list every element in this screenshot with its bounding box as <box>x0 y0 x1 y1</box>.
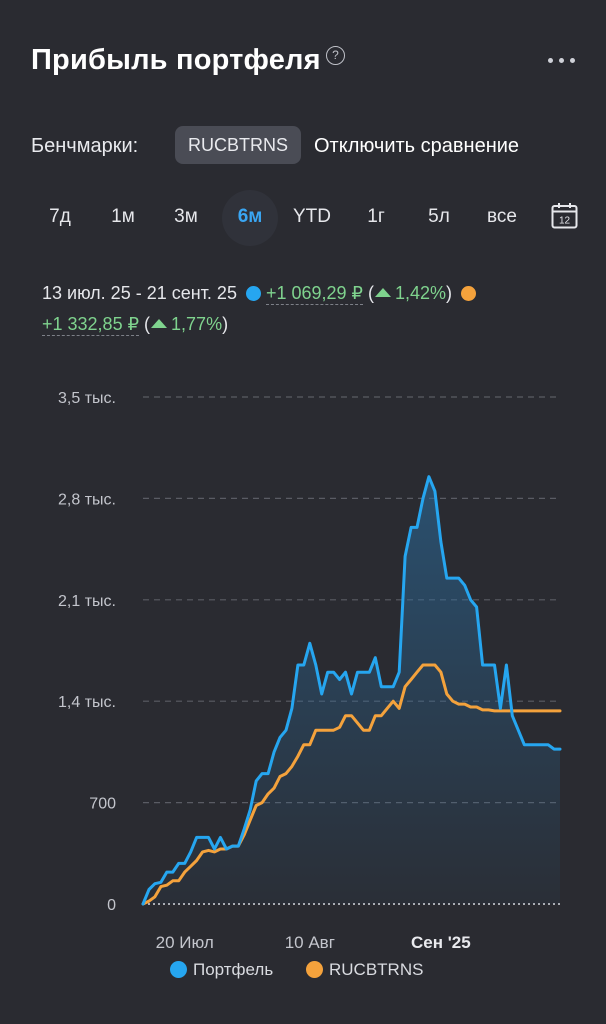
legend-portfolio-label: Портфель <box>193 960 274 979</box>
y-tick-label: 2,1 тыс. <box>58 593 116 610</box>
y-tick-label: 2,8 тыс. <box>58 491 116 508</box>
calendar-icon[interactable]: 12 <box>551 202 578 229</box>
range-7d[interactable]: 7д <box>49 206 71 227</box>
legend-portfolio-dot <box>170 961 187 978</box>
range-6m[interactable]: 6м <box>237 206 263 227</box>
help-icon[interactable]: ? <box>326 46 345 65</box>
x-tick-label: 20 Июл <box>156 933 214 952</box>
period-stats: 13 июл. 25 - 21 сент. 25 +1 069,29 ₽ (1,4… <box>42 278 582 340</box>
benchmark-dot <box>461 286 477 301</box>
range-5y[interactable]: 5л <box>428 206 450 227</box>
legend-benchmark-dot <box>306 961 323 978</box>
benchmark-row: Бенчмарки: RUCBTRNS Отключить сравнение <box>31 126 586 164</box>
benchmark-label: Бенчмарки: <box>31 135 139 157</box>
range-1y[interactable]: 1г <box>367 206 385 227</box>
portfolio-area <box>143 476 560 904</box>
range-selector: 7д 1м 3м 6м YTD 1г 5л все 12 <box>0 190 606 246</box>
y-tick-label: 0 <box>107 897 116 914</box>
disable-comparison-button[interactable]: Отключить сравнение <box>314 135 520 157</box>
benchmark-line <box>141 663 562 906</box>
page-title: Прибыль портфеля <box>31 44 321 76</box>
legend-benchmark-label: RUCBTRNS <box>329 960 424 979</box>
legend-portfolio[interactable]: Портфель <box>170 960 273 980</box>
portfolio-value[interactable]: +1 069,29 ₽ <box>265 283 363 305</box>
y-tick-label: 1,4 тыс. <box>58 694 116 711</box>
calendar-day: 12 <box>559 216 571 227</box>
up-arrow-icon <box>374 288 391 297</box>
range-1m[interactable]: 1м <box>111 206 135 227</box>
more-options-icon[interactable] <box>548 50 576 70</box>
period-range: 13 июл. 25 - 21 сент. 25 <box>42 283 237 303</box>
range-3m[interactable]: 3м <box>174 206 198 227</box>
active-range-highlight <box>222 190 278 246</box>
x-tick-label: 10 Авг <box>285 933 335 952</box>
y-tick-label: 3,5 тыс. <box>58 390 116 407</box>
portfolio-line <box>141 475 562 906</box>
up-arrow-icon <box>151 319 168 328</box>
y-tick-label: 700 <box>89 796 116 813</box>
portfolio-dot <box>245 286 261 301</box>
benchmark-value[interactable]: +1 332,85 ₽ <box>42 314 140 336</box>
range-all[interactable]: все <box>487 206 517 227</box>
portfolio-pct: 1,42% <box>394 283 447 303</box>
benchmark-pct: 1,77% <box>171 314 223 334</box>
benchmark-chip[interactable]: RUCBTRNS <box>175 126 301 164</box>
range-ytd[interactable]: YTD <box>293 206 331 227</box>
header: Прибыль портфеля ? <box>31 44 576 84</box>
x-tick-label: Сен '25 <box>411 933 471 952</box>
legend-benchmark[interactable]: RUCBTRNS <box>306 960 423 980</box>
profit-chart[interactable]: 0 700 1,4 тыс. 2,1 тыс. 2,8 тыс. 3,5 тыс. 20 И… <box>0 370 606 970</box>
